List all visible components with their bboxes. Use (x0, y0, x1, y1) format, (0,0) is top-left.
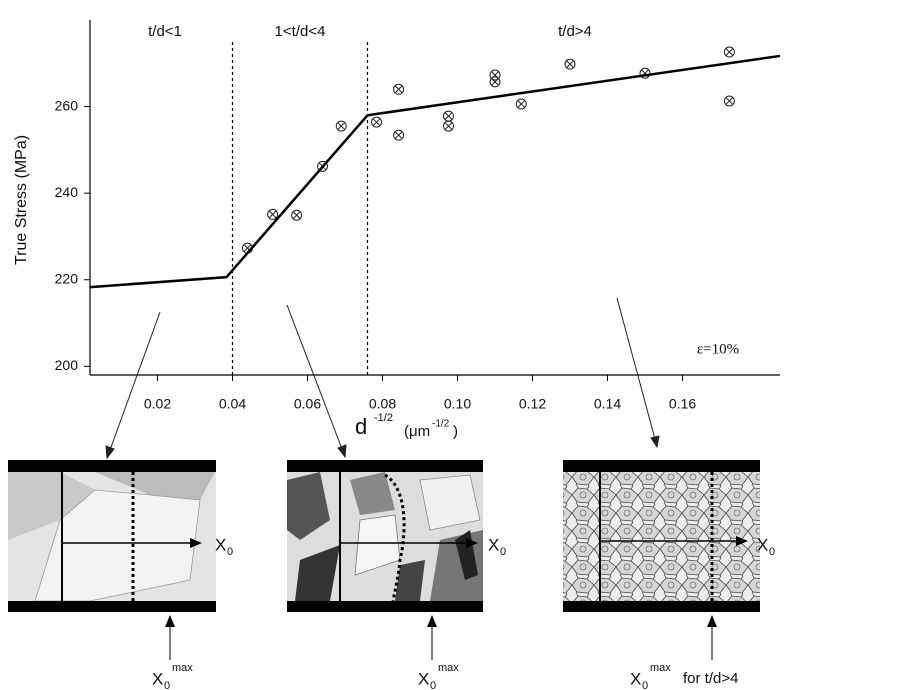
data-point (723, 95, 735, 107)
marker-cross (566, 60, 574, 69)
data-point (443, 120, 454, 132)
inset-arrow-sub: 0 (227, 546, 233, 558)
inset-arrow-label: X (488, 535, 499, 554)
data-point (489, 76, 501, 88)
marker-circle (723, 95, 735, 107)
data-point (564, 58, 576, 70)
marker-circle (489, 76, 501, 88)
marker-circle (371, 116, 382, 128)
data-point (291, 209, 303, 221)
data-point (393, 83, 405, 95)
pointer-arrows (105, 297, 660, 460)
micrograph (563, 460, 760, 660)
inset-bottom-label: X (418, 669, 429, 688)
y-tick-label: 200 (55, 357, 79, 373)
x-axis-unit: (μm (404, 423, 430, 440)
marker-cross (268, 210, 277, 219)
x-axis-title-exp: -1/2 (374, 412, 393, 424)
y-axis-title: True Stress (MPa) (13, 135, 30, 265)
marker-cross (444, 122, 453, 130)
data-point (267, 208, 279, 220)
marker-circle (515, 98, 527, 110)
marker-circle (443, 120, 454, 132)
x-axis-unit-exp: -1/2 (432, 419, 450, 430)
marker-cross (394, 131, 403, 140)
inset-bottom-sub: 0 (164, 680, 170, 690)
marker-circle (267, 208, 279, 220)
inset-arrow-label: X (215, 535, 226, 554)
marker-cross (292, 211, 301, 220)
region-label: t/d>4 (558, 23, 592, 40)
inset-bottom-sub: 0 (642, 680, 648, 690)
marker-cross (725, 48, 734, 56)
inset-bottom-sup: max (438, 662, 459, 674)
marker-circle (291, 209, 303, 221)
marker-cross (394, 85, 403, 94)
y-tick-label: 240 (55, 184, 79, 200)
inset-bottom-label: X (152, 669, 163, 688)
region-label: 1<t/d<4 (275, 23, 326, 40)
marker-cross (491, 78, 499, 86)
inset-bottom-sub: 0 (430, 680, 436, 690)
y-tick-label: 260 (55, 97, 79, 113)
inset-bottom-sup: max (650, 662, 671, 674)
marker-circle (564, 58, 576, 70)
data-point (371, 116, 382, 128)
marker-cross (337, 122, 346, 130)
micrograph (287, 460, 483, 660)
x-tick-label: 0.08 (369, 396, 396, 412)
inset-bottom-label: X (630, 669, 641, 688)
marker-circle (335, 120, 347, 132)
marker-circle (317, 160, 328, 172)
x-tick-label: 0.04 (219, 396, 246, 412)
marker-cross (444, 112, 453, 120)
marker-cross (725, 97, 734, 105)
marker-circle (489, 69, 501, 81)
data-point (335, 120, 347, 132)
marker-circle (393, 83, 405, 95)
x-tick-label: 0.02 (144, 396, 171, 412)
fit-line (90, 54, 781, 289)
x-tick-label: 0.06 (294, 396, 321, 412)
data-point (393, 129, 405, 141)
marker-cross (372, 118, 381, 127)
data-point (443, 110, 454, 122)
inset-arrow-label: X (757, 535, 768, 554)
inset-arrow-sub: 0 (769, 546, 775, 558)
marker-circle (393, 129, 405, 141)
region-label: t/d<1 (148, 23, 182, 40)
micrograph (8, 460, 216, 660)
marker-circle (723, 46, 735, 58)
marker-circle (639, 67, 651, 79)
x-tick-label: 0.10 (444, 396, 471, 412)
x-axis-unit-close: ) (453, 423, 458, 440)
inset-arrow-sub: 0 (500, 546, 506, 558)
data-point (515, 98, 527, 110)
x-axis-title: d (355, 414, 367, 439)
inset-bottom-extra: for t/d>4 (683, 670, 738, 687)
x-tick-label: 0.14 (594, 396, 621, 412)
annotation: ε=10% (697, 341, 739, 357)
inset-bottom-sup: max (172, 662, 193, 674)
y-tick-label: 220 (55, 270, 79, 286)
x-tick-label: 0.16 (669, 396, 696, 412)
x-tick-label: 0.12 (519, 396, 546, 412)
data-point (723, 46, 735, 58)
marker-cross (517, 100, 526, 108)
